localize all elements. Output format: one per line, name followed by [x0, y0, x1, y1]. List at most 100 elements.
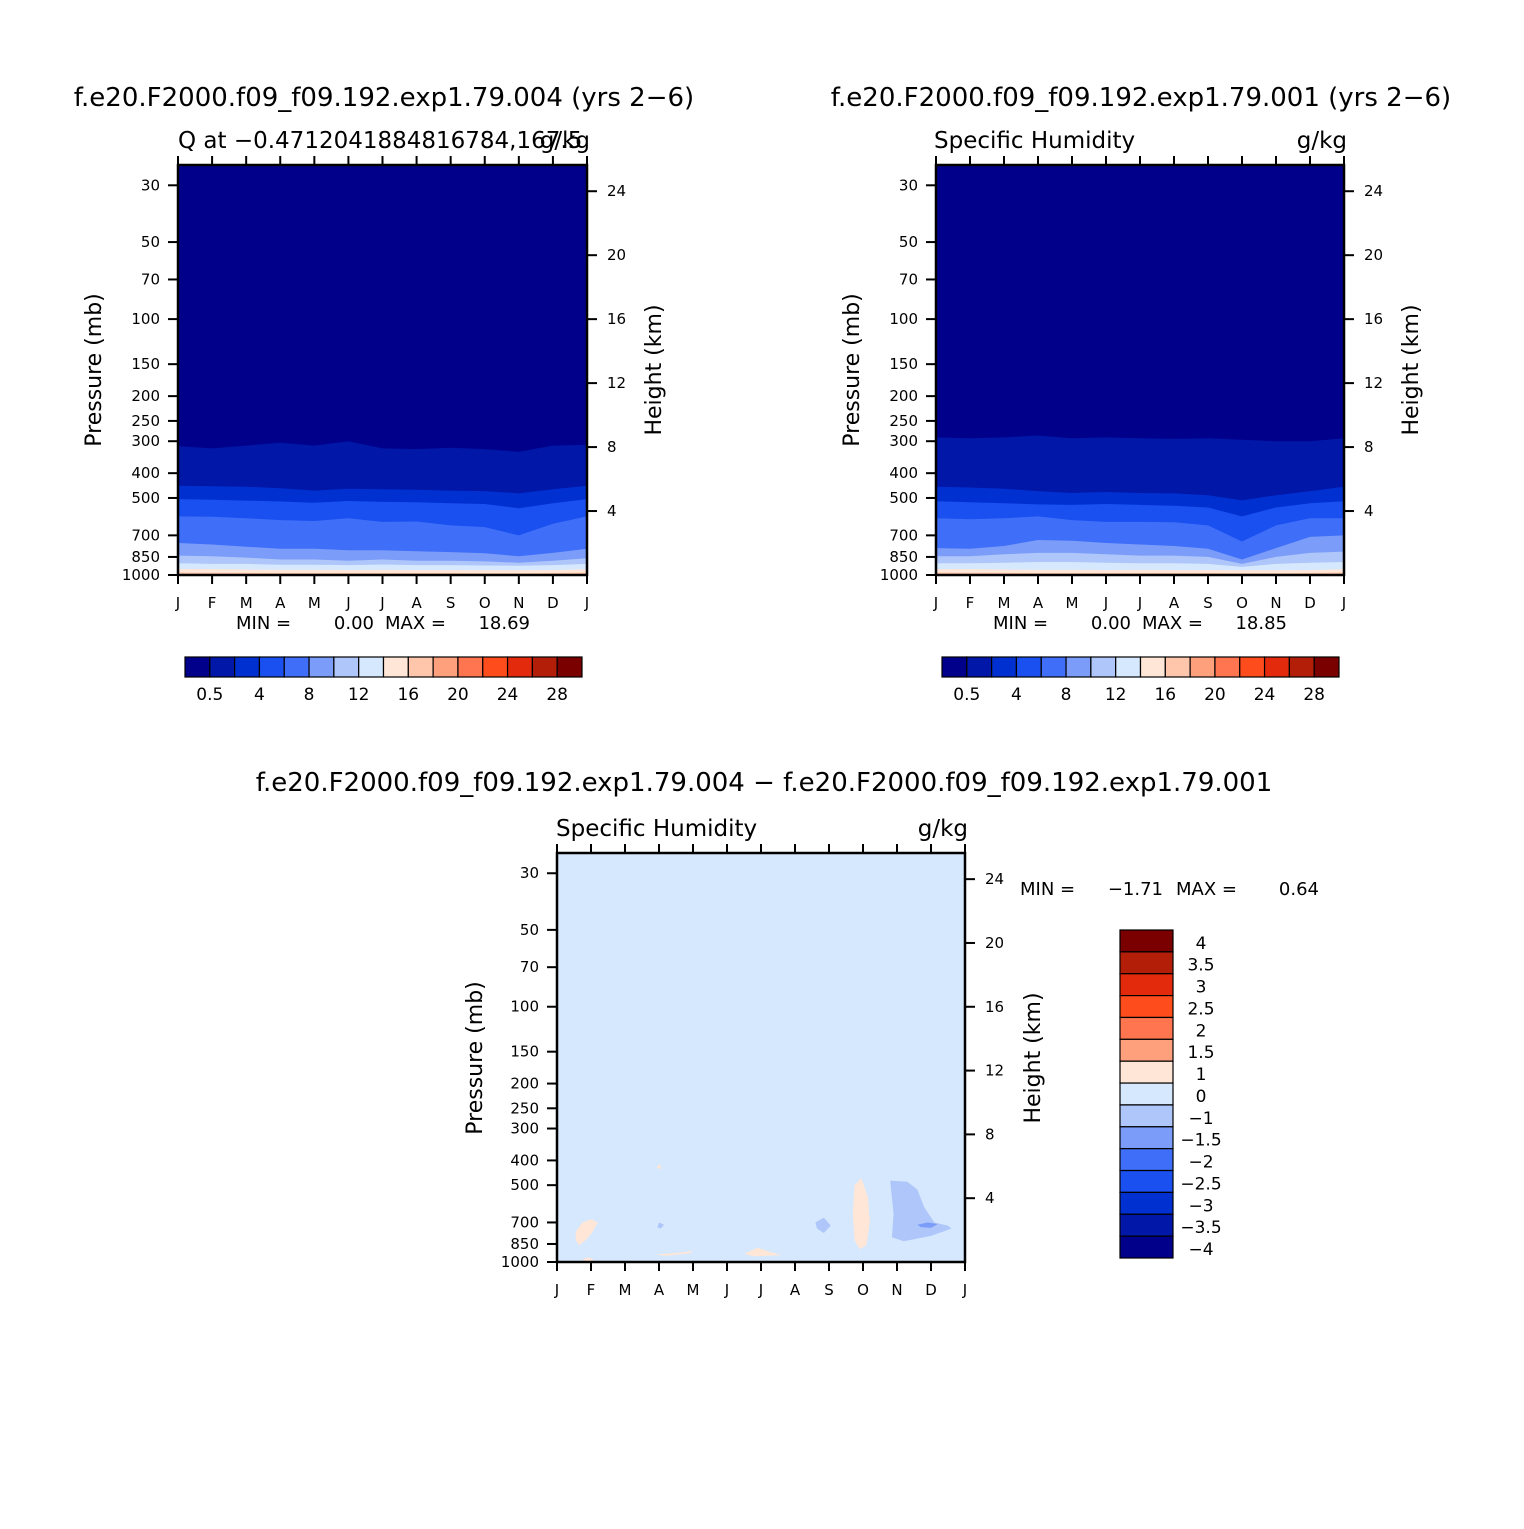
colorbar-label: −2.5	[1180, 1174, 1221, 1194]
panel1-subtitle-left: Q at −0.4712041884816784,167.5	[178, 128, 582, 154]
colorbar-swatch	[1119, 973, 1174, 997]
colorbar-swatch	[209, 656, 236, 678]
y2-tick-label: 12	[1364, 374, 1383, 392]
y-tick-label: 200	[889, 387, 918, 405]
panel2-min-value: 0.00	[1091, 613, 1131, 634]
x-tick-label: J	[1137, 594, 1142, 612]
y-tick-label: 70	[899, 270, 918, 288]
y-tick-label: 150	[889, 355, 918, 373]
panel1-min-value: 0.00	[334, 613, 374, 634]
y-tick-label: 700	[510, 1213, 539, 1231]
colorbar-swatch	[1313, 656, 1340, 678]
diff-contour-region-4	[744, 1247, 782, 1257]
y2-tick-label: 4	[1364, 502, 1374, 520]
x-tick-label: J	[1341, 594, 1346, 612]
panel2-ylabel-right: Height (km)	[1399, 304, 1424, 435]
panel3-title: f.e20.F2000.f09_f09.192.exp1.79.004 − f.…	[256, 768, 1273, 798]
x-tick-label: J	[962, 1281, 967, 1299]
colorbar-swatch	[432, 656, 459, 678]
colorbar-swatch	[234, 656, 261, 678]
y2-tick-label: 16	[985, 998, 1004, 1016]
colorbar-swatch	[1065, 656, 1092, 678]
colorbar-label: 16	[1154, 685, 1176, 705]
colorbar-label: 0	[1196, 1087, 1207, 1107]
x-tick-label: A	[275, 594, 286, 612]
x-tick-label: F	[966, 594, 975, 612]
panel1-subtitle-right: g/kg	[540, 128, 590, 154]
colorbar-label: 28	[546, 685, 568, 705]
colorbar-swatch	[1040, 656, 1067, 678]
x-tick-label: A	[1169, 594, 1180, 612]
y-tick-label: 100	[131, 310, 160, 328]
y2-tick-label: 4	[607, 502, 617, 520]
y-tick-label: 30	[899, 176, 918, 194]
colorbar-swatch	[1164, 656, 1191, 678]
x-tick-label: J	[554, 1281, 559, 1299]
panel3-ylabel: Pressure (mb)	[463, 981, 488, 1135]
panel1-max-label: MAX =	[385, 613, 446, 634]
diff-contour-region-6	[657, 1222, 665, 1229]
x-tick-label: M	[1066, 594, 1079, 612]
panel1-title: f.e20.F2000.f09_f09.192.exp1.79.004 (yrs…	[74, 83, 694, 113]
panel2-min-label: MIN =	[993, 613, 1048, 634]
x-tick-label: M	[619, 1281, 632, 1299]
x-tick-label: J	[724, 1281, 729, 1299]
y2-tick-label: 8	[607, 438, 617, 456]
x-tick-label: A	[790, 1281, 801, 1299]
y-tick-label: 500	[889, 489, 918, 507]
y-tick-label: 400	[510, 1151, 539, 1169]
colorbar-label: 20	[1204, 685, 1226, 705]
panel3-max-label: MAX =	[1176, 879, 1237, 900]
x-tick-label: S	[1203, 594, 1213, 612]
x-tick-label: F	[208, 594, 217, 612]
colorbar-swatch	[1119, 1060, 1174, 1084]
colorbar-swatch	[1119, 1126, 1174, 1150]
panel3-min-label: MIN =	[1020, 879, 1075, 900]
y-tick-label: 200	[131, 387, 160, 405]
x-tick-label: M	[308, 594, 321, 612]
y-tick-label: 70	[141, 270, 160, 288]
y-tick-label: 50	[520, 921, 539, 939]
y-tick-label: 1000	[501, 1253, 539, 1271]
diff-contour-region-3	[655, 1250, 693, 1256]
panel2-subtitle-right: g/kg	[1297, 128, 1347, 154]
colorbar-label: −3.5	[1180, 1218, 1221, 1238]
y-tick-label: 30	[141, 176, 160, 194]
colorbar-label: 24	[497, 685, 519, 705]
colorbar-label: 12	[1105, 685, 1127, 705]
colorbar-label: 8	[304, 685, 315, 705]
y-tick-label: 70	[520, 958, 539, 976]
colorbar-swatch	[1119, 929, 1174, 953]
x-tick-label: M	[687, 1281, 700, 1299]
y2-tick-label: 4	[985, 1189, 995, 1207]
colorbar-label: 1.5	[1187, 1043, 1214, 1063]
colorbar-swatch	[991, 656, 1018, 678]
y-tick-label: 400	[889, 464, 918, 482]
panel3-ylabel-right: Height (km)	[1021, 992, 1046, 1123]
colorbar-swatch	[333, 656, 360, 678]
y2-tick-label: 8	[1364, 438, 1374, 456]
y-tick-label: 1000	[122, 566, 160, 584]
colorbar-label: −1.5	[1180, 1131, 1221, 1151]
x-tick-label: S	[446, 594, 456, 612]
panel2-ylabel: Pressure (mb)	[840, 293, 865, 447]
colorbar-swatch	[184, 656, 211, 678]
x-tick-label: A	[654, 1281, 665, 1299]
colorbar-label: 3.5	[1187, 956, 1214, 976]
panel3-subtitle-left: Specific Humidity	[556, 816, 757, 842]
y-tick-label: 30	[520, 864, 539, 882]
y-tick-label: 150	[131, 355, 160, 373]
colorbar-label: 16	[397, 685, 419, 705]
y-tick-label: 300	[889, 432, 918, 450]
colorbar-label: 2	[1196, 1021, 1207, 1041]
x-tick-label: N	[891, 1281, 902, 1299]
y-tick-label: 1000	[880, 566, 918, 584]
colorbar-label: 0.5	[953, 685, 980, 705]
y-tick-label: 250	[131, 412, 160, 430]
colorbar-swatch	[1119, 1104, 1174, 1128]
colorbar-swatch	[457, 656, 484, 678]
y2-tick-label: 24	[1364, 182, 1383, 200]
colorbar-label: −2	[1188, 1153, 1213, 1173]
colorbar-swatch	[1119, 1016, 1174, 1040]
